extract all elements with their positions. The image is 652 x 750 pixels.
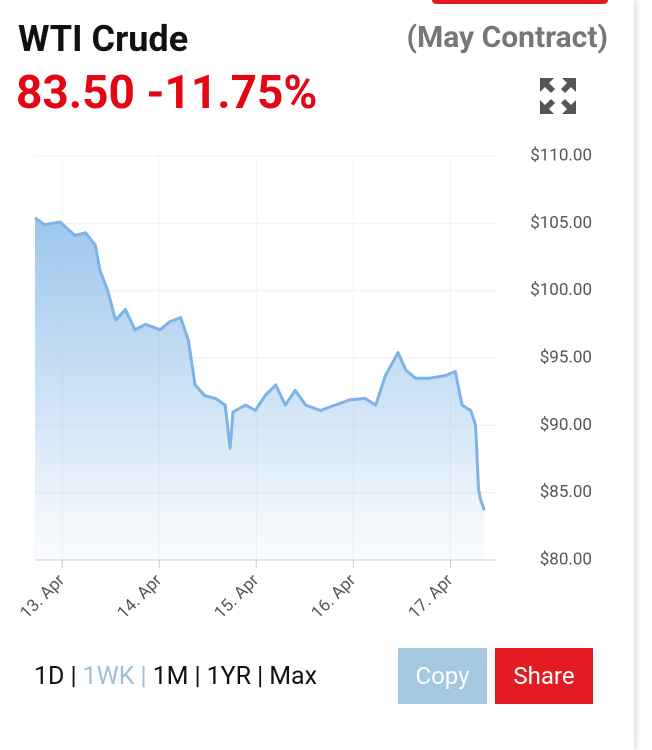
x-tick-label: 14. Apr xyxy=(113,570,166,623)
range-option[interactable]: 1WK xyxy=(82,662,135,691)
y-tick-label: $90.00 xyxy=(540,415,592,435)
y-tick-label: $80.00 xyxy=(540,549,592,569)
top-button-edge[interactable] xyxy=(432,0,608,4)
x-tick-label: 16. Apr xyxy=(308,570,361,623)
widget: WTI Crude 83.50 -11.75% (May Contract) $… xyxy=(16,0,608,704)
price-change: -11.75% xyxy=(146,66,318,120)
separator: | xyxy=(257,662,264,691)
copy-button[interactable]: Copy xyxy=(398,648,487,704)
y-tick-label: $105.00 xyxy=(530,213,592,233)
expand-icon[interactable] xyxy=(538,76,578,116)
x-tick-label: 13. Apr xyxy=(16,570,69,623)
price: 83.50 -11.75% xyxy=(16,66,317,120)
price-line xyxy=(34,216,486,511)
title: WTI Crude xyxy=(18,18,189,60)
range-option[interactable]: Max xyxy=(269,662,318,691)
range-option[interactable]: 1M xyxy=(152,662,189,691)
x-tick-label: 15. Apr xyxy=(211,570,264,623)
contract: (May Contract) xyxy=(406,20,608,55)
x-tick-label: 17. Apr xyxy=(405,570,458,623)
chart: $80.00 $85.00 $90.00 $95.00 $100.00 $105.00 $1… xyxy=(16,145,592,623)
range-option[interactable]: 1YR xyxy=(206,662,252,691)
separator: | xyxy=(140,662,147,691)
y-tick-label: $85.00 xyxy=(540,482,592,502)
separator: | xyxy=(194,662,201,691)
separator: | xyxy=(70,662,77,691)
price-value: 83.50 xyxy=(16,66,135,120)
y-tick-label: $95.00 xyxy=(540,347,592,367)
share-button[interactable]: Share xyxy=(495,648,593,704)
range-selector: 1D | 1WK | 1M | 1YR | Max xyxy=(34,662,323,691)
range-option[interactable]: 1D xyxy=(34,662,65,691)
y-tick-label: $100.00 xyxy=(530,280,592,300)
y-tick-label: $110.00 xyxy=(530,145,592,165)
area-fill xyxy=(35,217,485,560)
